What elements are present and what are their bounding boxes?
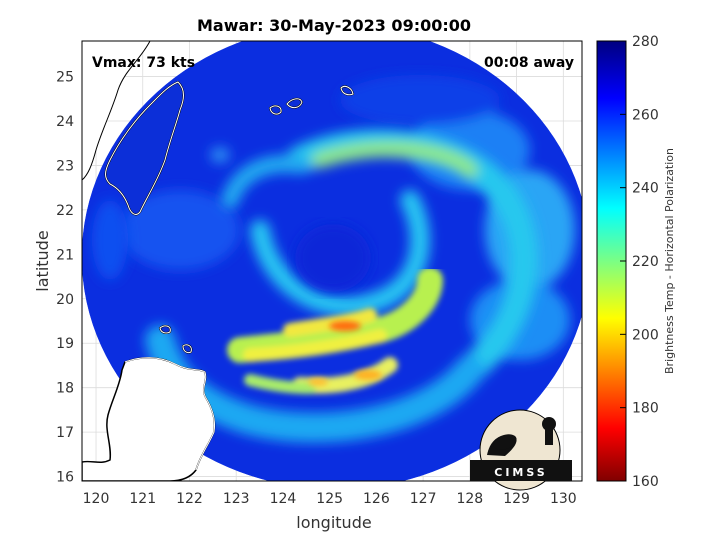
- y-tick-label: 20: [56, 292, 74, 308]
- x-tick-label: 120: [83, 491, 110, 507]
- figure-title: Mawar: 30-May-2023 09:00:00: [197, 16, 471, 35]
- x-tick-label: 121: [129, 491, 156, 507]
- y-tick-label: 23: [56, 158, 74, 174]
- x-tick-label: 125: [316, 491, 343, 507]
- y-tick-label: 17: [56, 425, 74, 441]
- x-tick-label: 126: [363, 491, 390, 507]
- time-offset-label: 00:08 away: [484, 55, 574, 71]
- plot-frame: [81, 40, 583, 482]
- x-axis-ticks: 120 121 122 123 124 125 126 127 128 129 130: [83, 491, 577, 507]
- vmax-label: Vmax: 73 kts: [92, 55, 195, 71]
- y-tick-label: 25: [56, 70, 74, 86]
- x-tick-label: 124: [270, 491, 297, 507]
- y-axis-ticks: 16 17 18 19 20 21 22 23 24 25: [56, 70, 74, 486]
- y-tick-label: 16: [56, 470, 74, 486]
- colorbar-ticks: 280 260 240 220 200 180 160: [620, 34, 659, 490]
- colorbar: 280 260 240 220 200 180 160 Brightness Temp - …: [596, 34, 676, 490]
- colorbar-tick-label: 180: [632, 401, 659, 417]
- logo-text: CIMSS: [494, 466, 547, 479]
- colorbar-tick-label: 220: [632, 254, 659, 270]
- colorbar-tick-label: 200: [632, 327, 659, 343]
- x-axis-label: longitude: [296, 513, 371, 532]
- colorbar-tick-label: 280: [632, 34, 659, 50]
- coastlines: [82, 41, 355, 481]
- x-tick-label: 127: [410, 491, 437, 507]
- y-axis-label: latitude: [33, 230, 52, 291]
- x-tick-label: 130: [550, 491, 577, 507]
- y-tick-label: 18: [56, 381, 74, 397]
- map-plot-area: Vmax: 73 kts 00:08 away CIMSS: [81, 40, 583, 491]
- x-tick-label: 128: [456, 491, 483, 507]
- colorbar-tick-label: 240: [632, 181, 659, 197]
- y-tick-label: 22: [56, 203, 74, 219]
- y-tick-label: 24: [56, 114, 74, 130]
- x-tick-label: 129: [503, 491, 530, 507]
- y-tick-label: 19: [56, 336, 74, 352]
- colorbar-tick-label: 260: [632, 107, 659, 123]
- x-tick-label: 122: [176, 491, 203, 507]
- x-tick-label: 123: [223, 491, 250, 507]
- colorbar-tick-label: 160: [632, 474, 659, 490]
- cimss-logo: CIMSS: [470, 409, 572, 491]
- y-tick-label: 21: [56, 247, 74, 263]
- colorbar-label: Brightness Temp - Horizontal Polarizatio…: [663, 148, 676, 374]
